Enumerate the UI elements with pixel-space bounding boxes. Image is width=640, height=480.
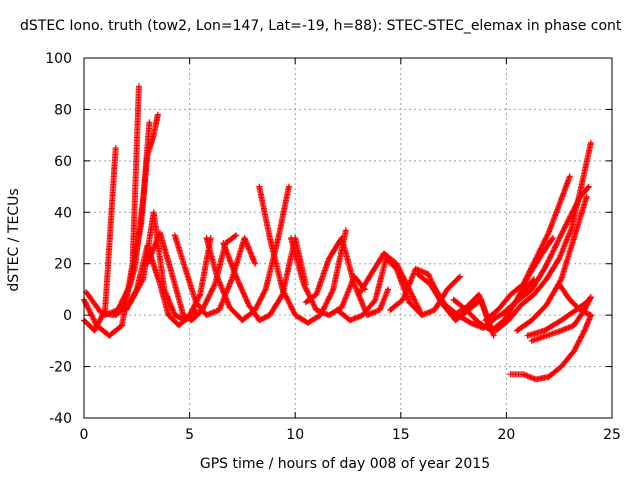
series-22 bbox=[503, 183, 592, 313]
series-markers bbox=[302, 235, 392, 319]
x-tick-label: 25 bbox=[603, 427, 621, 443]
series-15 bbox=[355, 250, 463, 319]
series-23 bbox=[514, 193, 590, 334]
y-tick-label: 100 bbox=[45, 51, 72, 67]
series-20 bbox=[482, 173, 573, 324]
series-markers bbox=[556, 281, 594, 319]
series-markers bbox=[503, 183, 592, 313]
series-markers bbox=[256, 183, 349, 326]
data-layer bbox=[81, 83, 594, 383]
x-tick-label: 20 bbox=[497, 427, 515, 443]
x-axis-label: GPS time / hours of day 008 of year 2015 bbox=[199, 456, 491, 472]
y-axis-label-wrap: dSTEC / TECUs bbox=[2, 120, 26, 360]
y-tick-label: 0 bbox=[63, 308, 72, 324]
series-markers bbox=[355, 250, 463, 319]
series-27 bbox=[556, 281, 594, 319]
y-tick-label: -40 bbox=[49, 411, 72, 427]
series-markers bbox=[492, 139, 594, 334]
y-axis-label: dSTEC / TECUs bbox=[6, 188, 22, 292]
y-tick-label: -20 bbox=[49, 360, 72, 376]
y-tick-label: 20 bbox=[54, 257, 72, 273]
chart-title: dSTEC Iono. truth (tow2, Lon=147, Lat=-1… bbox=[20, 18, 622, 34]
x-tick-label: 5 bbox=[185, 427, 194, 443]
series-21 bbox=[492, 139, 594, 334]
ticks: 0 5 10 15 20 25 -40 -20 0 20 40 60 80 100 bbox=[45, 51, 621, 443]
x-tick-label: 10 bbox=[286, 427, 304, 443]
y-tick-label: 60 bbox=[54, 154, 72, 170]
series-markers bbox=[507, 312, 594, 383]
x-tick-label: 0 bbox=[80, 427, 89, 443]
series-11 bbox=[256, 183, 349, 326]
y-tick-label: 40 bbox=[54, 205, 72, 221]
series-13 bbox=[302, 235, 392, 319]
x-tick-label: 15 bbox=[392, 427, 410, 443]
series-4 bbox=[102, 111, 161, 319]
series-markers bbox=[514, 193, 590, 334]
plot-frame bbox=[83, 57, 613, 419]
series-markers bbox=[482, 173, 573, 324]
y-tick-label: 80 bbox=[54, 102, 72, 118]
series-26 bbox=[507, 312, 594, 383]
series-markers bbox=[102, 111, 161, 319]
